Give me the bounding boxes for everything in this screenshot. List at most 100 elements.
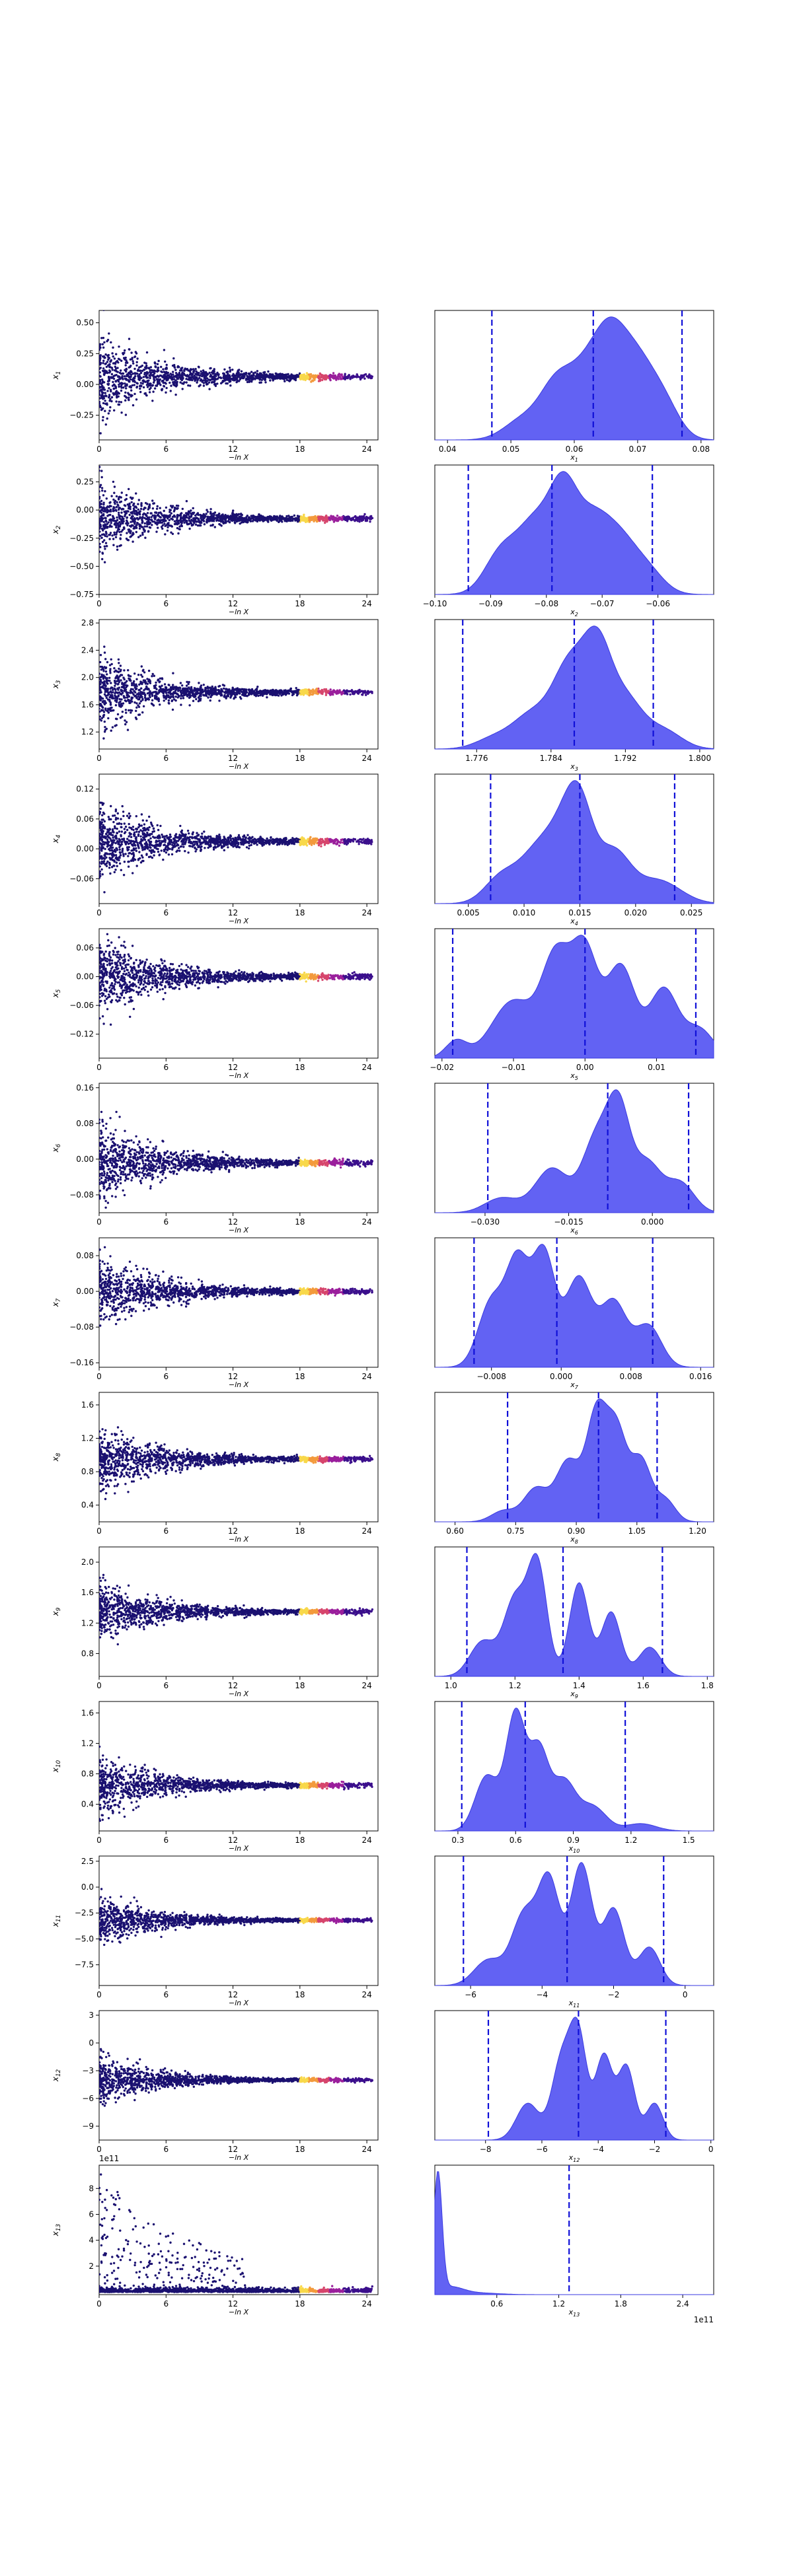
trace-point	[329, 688, 332, 691]
trace-point	[359, 376, 361, 379]
trace-point	[99, 542, 101, 546]
trace-point	[139, 696, 142, 699]
trace-point	[118, 680, 121, 684]
trace-point	[116, 501, 118, 504]
trace-point	[174, 507, 177, 509]
trace-point	[293, 514, 296, 517]
trace-point	[161, 678, 164, 680]
trace-point	[128, 699, 130, 701]
trace-point	[165, 692, 168, 694]
trace-point	[139, 371, 143, 375]
trace-point	[144, 392, 147, 395]
trace-point	[143, 694, 147, 697]
trace-point	[136, 513, 139, 516]
trace-point	[371, 517, 374, 520]
trace-point	[174, 372, 178, 375]
trace-point	[114, 808, 118, 811]
trace-point	[114, 691, 117, 694]
trace-point	[178, 528, 181, 530]
trace-point	[162, 381, 165, 384]
trace-point	[276, 517, 279, 519]
trace-point	[130, 698, 133, 700]
trace-point	[118, 345, 120, 348]
trace-point	[106, 690, 108, 693]
trace-point	[130, 351, 133, 354]
posterior-density	[435, 316, 714, 441]
trace-point	[114, 669, 117, 672]
trace-point	[122, 521, 124, 524]
trace-point	[132, 532, 134, 534]
trace-point	[144, 697, 147, 700]
trace-point	[248, 375, 251, 378]
trace-point	[118, 371, 122, 375]
trace-point	[120, 818, 122, 820]
trace-point	[281, 516, 283, 519]
trace-point	[193, 375, 196, 377]
trace-xlabel: −ln X	[229, 917, 249, 925]
trace-point	[214, 378, 217, 381]
trace-point	[134, 518, 137, 520]
trace-frame-4	[98, 773, 379, 904]
trace-point	[135, 685, 138, 688]
trace-point	[174, 699, 177, 702]
trace-point	[159, 384, 162, 386]
trace-point	[109, 406, 112, 409]
trace-ytick-label: 2.0	[81, 673, 94, 682]
trace-point	[204, 514, 206, 517]
trace-point	[120, 386, 123, 389]
trace-point	[224, 515, 227, 518]
trace-point	[169, 381, 171, 384]
trace-point	[223, 687, 225, 690]
trace-point	[133, 355, 137, 358]
trace-point	[176, 366, 179, 369]
trace-point	[107, 693, 110, 696]
trace-point	[99, 538, 100, 540]
trace-point	[190, 509, 192, 512]
trace-point	[337, 374, 340, 376]
trace-point	[135, 511, 138, 514]
trace-point	[125, 537, 128, 540]
trace-point	[113, 865, 116, 867]
trace-point	[164, 686, 167, 689]
trace-point	[127, 861, 130, 863]
trace-point	[161, 380, 163, 382]
trace-point	[113, 384, 116, 386]
trace-point	[342, 692, 344, 695]
trace-point	[349, 693, 352, 696]
trace-point	[104, 353, 107, 356]
trace-point	[108, 680, 111, 682]
trace-ytick-label: −0.75	[69, 590, 94, 599]
trace-point	[165, 371, 168, 373]
trace-point	[201, 691, 204, 694]
trace-point	[99, 359, 101, 361]
trace-point	[139, 700, 142, 703]
trace-point	[116, 865, 118, 867]
trace-point	[105, 678, 108, 680]
trace-point	[144, 536, 147, 539]
trace-point	[326, 517, 328, 520]
trace-point	[238, 380, 241, 382]
trace-point	[208, 519, 211, 521]
trace-point	[245, 520, 247, 523]
trace-point	[135, 361, 138, 363]
trace-point	[246, 834, 249, 837]
trace-point	[145, 362, 147, 365]
trace-point	[192, 520, 195, 523]
trace-point	[186, 695, 189, 698]
trace-point	[267, 375, 270, 378]
trace-point	[245, 692, 247, 694]
trace-point	[151, 514, 154, 517]
trace-point	[179, 514, 182, 517]
trace-point	[129, 386, 132, 388]
trace-point	[216, 382, 219, 385]
trace-point	[104, 726, 106, 729]
trace-xtick-label: 6	[163, 754, 169, 763]
trace-point	[129, 358, 132, 361]
trace-point	[188, 704, 191, 707]
trace-point	[302, 691, 305, 694]
trace-point	[163, 349, 166, 351]
trace-point	[99, 678, 102, 682]
trace-point	[335, 376, 338, 379]
trace-point	[157, 691, 161, 694]
trace-point	[299, 376, 302, 379]
